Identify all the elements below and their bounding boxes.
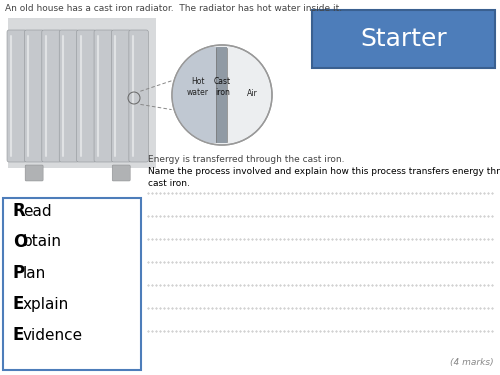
FancyBboxPatch shape [129,30,148,162]
FancyBboxPatch shape [25,165,43,181]
FancyBboxPatch shape [112,30,131,162]
Text: An old house has a cast iron radiator.  The radiator has hot water inside it.: An old house has a cast iron radiator. T… [5,4,342,13]
FancyBboxPatch shape [7,30,26,162]
FancyBboxPatch shape [42,30,61,162]
Bar [216,47,227,143]
FancyBboxPatch shape [24,30,44,162]
Bar [172,47,218,143]
Bar [312,10,495,68]
Text: Name the process involved and explain how this process transfers energy through : Name the process involved and explain ho… [148,167,500,188]
Text: Energy is transferred through the cast iron.: Energy is transferred through the cast i… [148,155,344,164]
Text: Cast
iron: Cast iron [214,77,231,97]
FancyBboxPatch shape [94,30,114,162]
Text: Starter: Starter [360,27,447,51]
Text: xplain: xplain [23,297,69,312]
Text: O: O [13,233,27,251]
FancyBboxPatch shape [76,30,96,162]
Text: vidence: vidence [23,327,83,342]
Bar [8,18,156,168]
Text: btain: btain [23,234,62,249]
Text: E: E [13,295,24,313]
Text: E: E [13,326,24,344]
Text: R: R [13,202,26,220]
Text: ead: ead [23,204,52,219]
Text: (4 marks): (4 marks) [450,358,494,367]
FancyBboxPatch shape [59,30,78,162]
Bar [3,198,141,370]
Text: Hot
water: Hot water [187,77,209,97]
Text: P: P [13,264,25,282]
Circle shape [172,45,272,145]
Text: lan: lan [23,266,46,280]
FancyBboxPatch shape [112,165,130,181]
Text: Air: Air [246,88,258,98]
